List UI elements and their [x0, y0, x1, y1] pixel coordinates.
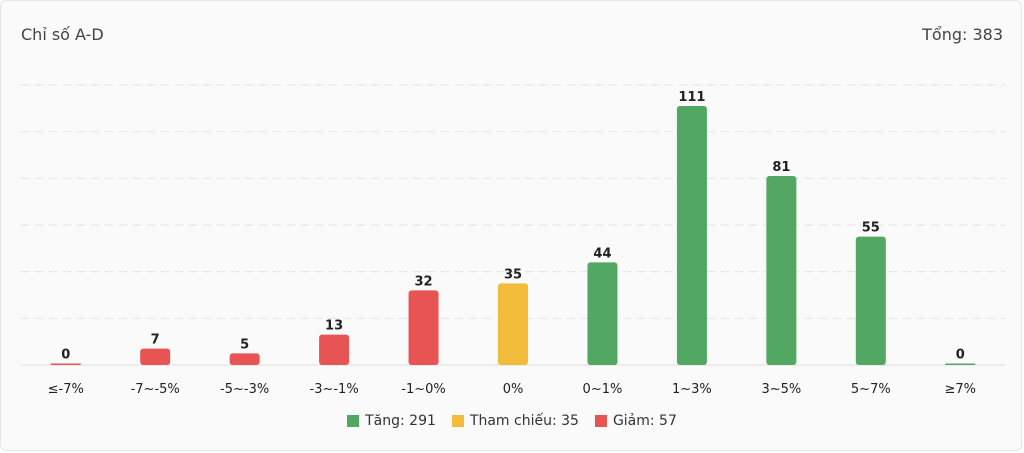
- x-tick-label: 0~1%: [583, 382, 623, 397]
- x-tick-label: 3~5%: [761, 382, 801, 397]
- legend-swatch-up: [347, 415, 360, 427]
- bar-6[interactable]: [587, 262, 618, 365]
- legend-item-down[interactable]: Giảm: 57: [594, 413, 677, 429]
- x-tick-label: 5~7%: [851, 382, 891, 397]
- x-tick-label: -3~-1%: [310, 382, 359, 397]
- legend-swatch-ref: [451, 415, 464, 427]
- bar-1[interactable]: [140, 348, 171, 365]
- bar-2[interactable]: [229, 353, 260, 365]
- bar-value-label: 0: [61, 348, 70, 363]
- bar-7[interactable]: [676, 106, 707, 365]
- bar-value-label: 35: [504, 267, 522, 282]
- legend-item-up[interactable]: Tăng: 291: [347, 413, 436, 429]
- bar-value-label: 111: [678, 90, 705, 105]
- chart-legend: Tăng: 291 Tham chiếu: 35 Giảm: 57: [1, 413, 1023, 429]
- chart-title: Chỉ số A-D: [21, 25, 104, 44]
- bar-value-label: 32: [414, 274, 432, 289]
- bar-value-label: 13: [325, 319, 343, 334]
- bar-chart: 0 ≤-7% 7 -7~-5% 5 -5~-3% 13 -3~-1% 32 -1~0% 35 0% 44…: [21, 84, 1005, 397]
- x-tick-label: -5~-3%: [220, 382, 269, 397]
- bar-10[interactable]: [945, 363, 976, 366]
- x-tick-label: -1~0%: [401, 382, 445, 397]
- legend-label-up: Tăng: 291: [365, 413, 436, 429]
- bar-value-label: 55: [862, 221, 880, 236]
- x-tick-label: 0%: [503, 382, 524, 397]
- bar-value-label: 0: [956, 348, 965, 363]
- total-count: Tổng: 383: [922, 25, 1003, 44]
- x-tick-label: ≤-7%: [48, 382, 84, 397]
- legend-item-ref[interactable]: Tham chiếu: 35: [451, 413, 579, 429]
- legend-swatch-down: [594, 415, 607, 427]
- legend-label-ref: Tham chiếu: 35: [469, 413, 579, 429]
- bar-5[interactable]: [498, 283, 528, 365]
- bar-0[interactable]: [50, 363, 81, 366]
- bar-value-label: 7: [151, 333, 160, 348]
- bar-9[interactable]: [855, 236, 886, 365]
- bar-value-label: 5: [240, 337, 249, 352]
- x-tick-label: ≥7%: [945, 382, 977, 397]
- bar-8[interactable]: [766, 176, 797, 365]
- bar-3[interactable]: [319, 334, 350, 365]
- bar-value-label: 81: [772, 160, 790, 175]
- x-tick-label: 1~3%: [672, 382, 712, 397]
- x-tick-label: -7~-5%: [131, 382, 180, 397]
- bar-4[interactable]: [408, 290, 439, 365]
- legend-label-down: Giảm: 57: [612, 413, 677, 429]
- bar-value-label: 44: [593, 246, 611, 261]
